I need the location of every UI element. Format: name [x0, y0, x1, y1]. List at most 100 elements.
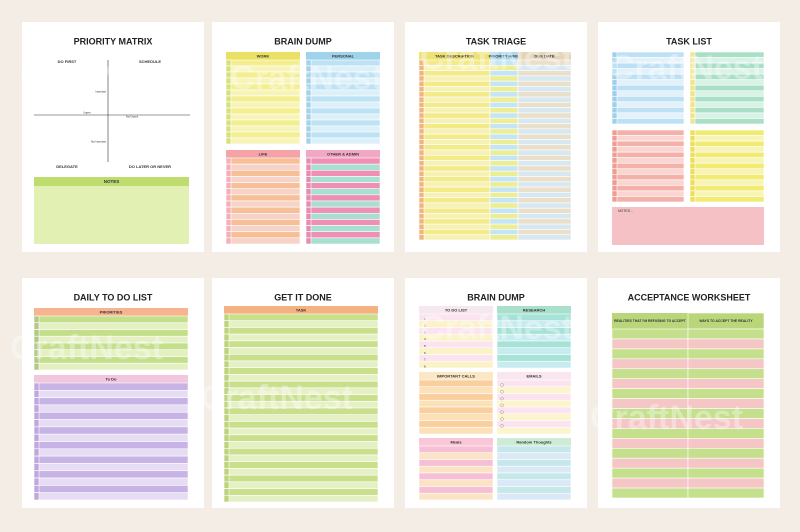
row-check	[418, 160, 425, 167]
notes-area	[34, 186, 189, 244]
row-check	[418, 91, 425, 98]
row	[687, 328, 765, 340]
row	[689, 129, 765, 136]
row	[225, 119, 301, 127]
row-check	[305, 237, 312, 245]
label: WORK	[257, 53, 270, 58]
row	[489, 207, 519, 214]
label: 8.	[424, 364, 427, 368]
row	[611, 162, 685, 170]
row-check	[225, 182, 232, 190]
watermark: CraftNest	[420, 39, 573, 77]
row-check	[305, 163, 312, 171]
row	[687, 338, 765, 350]
row	[489, 202, 519, 209]
row	[517, 112, 572, 119]
label: RESEARCH	[523, 307, 546, 312]
row-check	[418, 223, 425, 230]
row	[418, 399, 494, 408]
row-check	[611, 101, 618, 108]
row	[496, 486, 572, 494]
row-check	[689, 107, 696, 114]
row-check	[305, 212, 312, 220]
section-header	[497, 306, 571, 314]
row-check	[223, 447, 230, 456]
row-check	[418, 112, 425, 119]
row	[418, 133, 491, 140]
row	[33, 441, 189, 450]
row	[418, 123, 491, 130]
row-check	[611, 179, 618, 186]
row	[418, 91, 491, 98]
row	[689, 157, 765, 164]
row-check	[305, 206, 312, 214]
row	[489, 133, 519, 140]
row	[517, 149, 572, 156]
row-check	[225, 212, 232, 220]
row	[225, 137, 301, 145]
row	[223, 333, 379, 342]
row	[225, 125, 301, 133]
row	[418, 139, 491, 146]
row	[33, 485, 189, 493]
row	[496, 459, 572, 467]
row	[418, 360, 494, 369]
row	[418, 192, 491, 198]
row	[305, 119, 381, 127]
row-check	[33, 397, 40, 406]
row-check	[611, 168, 618, 175]
row	[496, 379, 572, 388]
planner-page: PRIORITY MATRIX DO FIRST SCHEDULE DELEGATE D…	[22, 22, 204, 252]
row	[225, 200, 301, 208]
row	[517, 144, 572, 151]
planner-page: TASK LIST NOTES...	[598, 22, 780, 252]
row-check	[225, 125, 232, 133]
row	[223, 468, 379, 476]
row	[611, 146, 685, 153]
row	[496, 420, 572, 428]
label: To Do	[105, 376, 117, 381]
row-check	[418, 117, 425, 124]
row	[489, 86, 519, 93]
row	[418, 347, 494, 355]
row-check	[689, 174, 696, 181]
row	[305, 101, 381, 109]
row	[223, 494, 379, 503]
row	[489, 112, 519, 119]
label: EMAILS	[526, 373, 541, 378]
row-check	[689, 168, 696, 175]
row-check	[225, 206, 232, 214]
row	[517, 170, 572, 177]
row	[689, 190, 765, 197]
row	[225, 163, 301, 171]
row	[611, 368, 689, 380]
row	[418, 426, 494, 435]
row	[418, 413, 494, 421]
row	[517, 91, 572, 98]
row	[687, 348, 765, 360]
row-check	[689, 140, 696, 147]
row-check	[33, 382, 40, 391]
row	[305, 107, 381, 115]
row	[33, 411, 189, 420]
row-check	[689, 118, 696, 125]
row	[496, 354, 572, 362]
row	[689, 151, 765, 158]
row	[517, 213, 572, 220]
label: Meals	[450, 439, 462, 444]
row	[418, 107, 491, 114]
row	[418, 149, 491, 156]
row-check	[223, 360, 230, 369]
row	[33, 492, 189, 501]
section-header	[224, 306, 378, 314]
row-check	[689, 185, 696, 192]
row	[225, 182, 301, 190]
row	[611, 348, 689, 360]
row-check	[225, 113, 232, 121]
row	[517, 176, 572, 183]
row	[489, 123, 519, 130]
row-check	[225, 225, 232, 233]
row	[517, 139, 572, 146]
row-check	[305, 157, 312, 165]
row-check	[689, 190, 696, 197]
